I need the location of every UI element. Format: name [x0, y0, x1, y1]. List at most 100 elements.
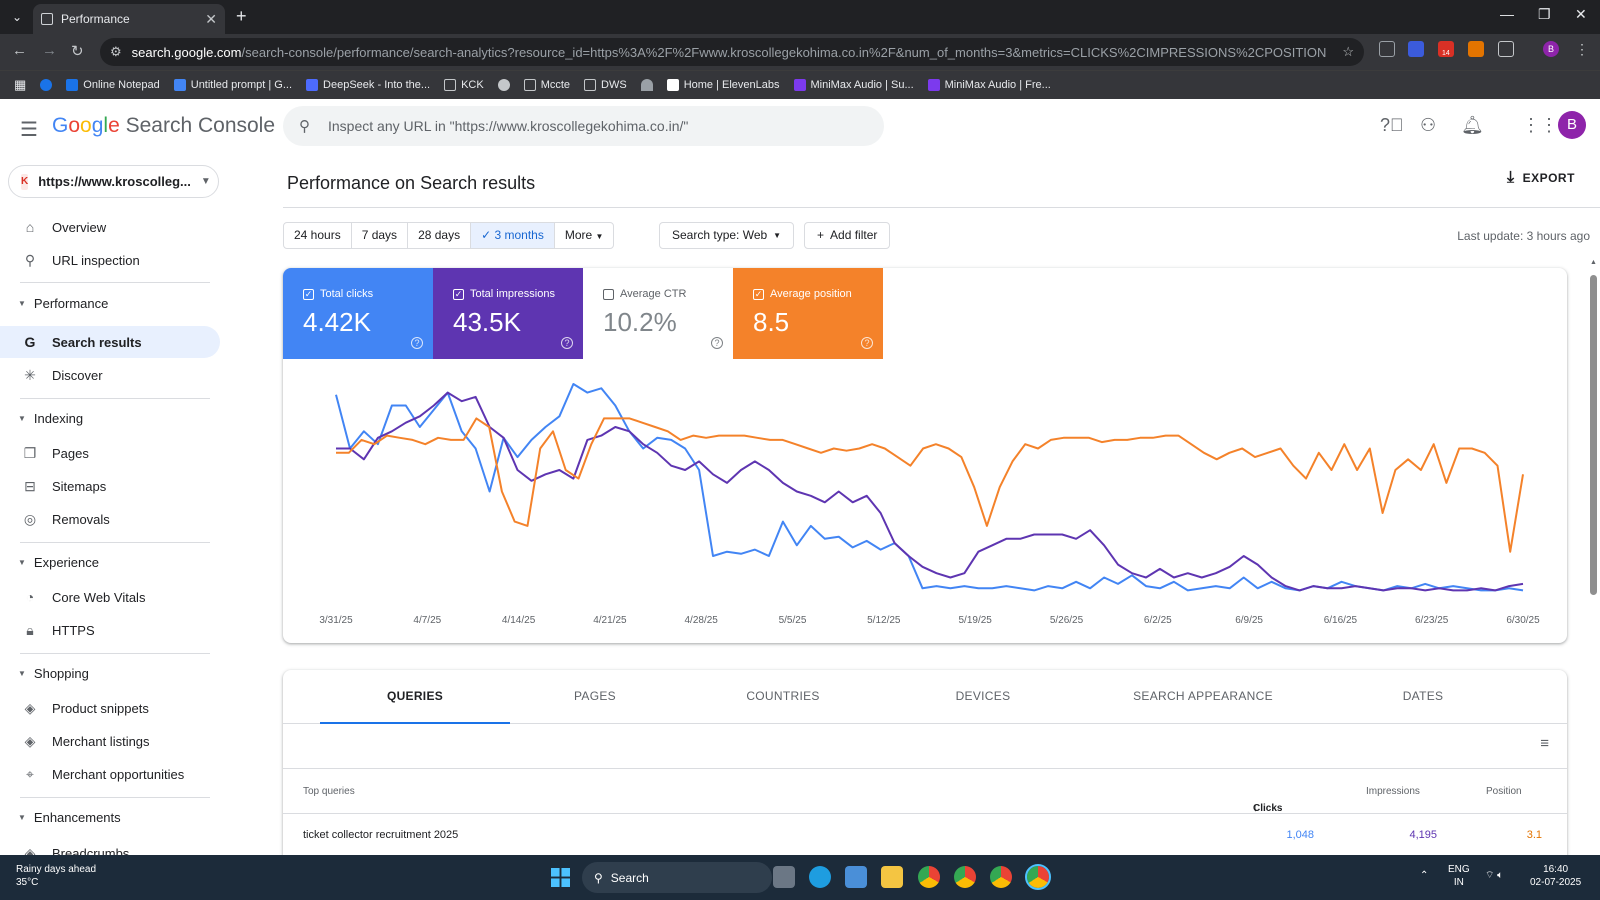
- sidebar-item-breadcrumbs[interactable]: ◈ Breadcrumbs: [0, 837, 220, 856]
- sidebar-item-product-snippets[interactable]: ◈ Product snippets: [0, 692, 220, 724]
- close-tab-icon[interactable]: ✕: [205, 10, 217, 27]
- chrome-icon-active[interactable]: [1025, 864, 1051, 890]
- apps-grid-icon[interactable]: ▦: [14, 77, 27, 92]
- address-bar[interactable]: ⚙ search.google.com/search-console/perfo…: [100, 38, 1364, 66]
- property-selector[interactable]: K https://www.kroscolleg... ▼: [8, 165, 219, 198]
- browser-tab[interactable]: Performance ✕: [33, 4, 225, 34]
- section-enhancements[interactable]: ▼ Enhancements: [18, 810, 121, 825]
- apps-grid-icon[interactable]: ⋮⋮: [1522, 115, 1558, 135]
- performance-line-chart[interactable]: 3/31/25 4/7/25 4/14/25 4/21/25 4/28/25 5/5/25…: [283, 359, 1567, 643]
- extension-icon[interactable]: [1468, 41, 1484, 57]
- taskbar-search[interactable]: ⚲ Search: [582, 862, 772, 893]
- help-icon[interactable]: ?⃝: [1380, 115, 1404, 135]
- extension-badge-icon[interactable]: 14: [1438, 41, 1454, 57]
- restore-icon[interactable]: ❐: [1538, 6, 1551, 22]
- bookmark-item[interactable]: MiniMax Audio | Fre...: [927, 79, 1051, 91]
- edge-icon[interactable]: [809, 866, 831, 888]
- weather-widget[interactable]: Rainy days ahead 35°C: [16, 864, 97, 888]
- sidebar-item-merchant-listings[interactable]: ◈ Merchant listings: [0, 725, 220, 757]
- sidebar-item-discover[interactable]: ✳ Discover: [0, 359, 220, 391]
- windows-start-icon[interactable]: [551, 868, 570, 887]
- filter-rows-icon[interactable]: ≡: [1540, 735, 1549, 752]
- help-icon[interactable]: ?: [561, 337, 573, 349]
- back-icon[interactable]: ←: [12, 42, 27, 59]
- range-28-days[interactable]: 28 days: [408, 223, 472, 248]
- tab-pages[interactable]: PAGES: [574, 689, 616, 703]
- account-avatar[interactable]: B: [1558, 111, 1586, 139]
- site-info-icon[interactable]: ⚙: [110, 44, 122, 59]
- menu-icon[interactable]: ☰: [20, 119, 38, 141]
- profile-avatar[interactable]: B: [1543, 41, 1559, 57]
- bookmark-item[interactable]: Untitled prompt | G...: [173, 79, 292, 91]
- sidebar-item-pages[interactable]: ❐ Pages: [23, 444, 89, 461]
- tab-search-appearance[interactable]: SEARCH APPEARANCE: [1133, 689, 1273, 703]
- col-position[interactable]: Position: [1486, 786, 1522, 797]
- sidebar-item-https[interactable]: 🔒︎ HTTPS: [0, 614, 220, 646]
- bookmark-item[interactable]: MiniMax Audio | Su...: [793, 79, 914, 91]
- more-vert-icon[interactable]: ⋮: [1575, 41, 1589, 57]
- export-button[interactable]: ⤓ EXPORT: [1507, 169, 1575, 186]
- extension-icon[interactable]: [1408, 41, 1424, 57]
- col-impressions[interactable]: Impressions: [1366, 786, 1420, 797]
- range-7-days[interactable]: 7 days: [352, 223, 409, 248]
- store-icon[interactable]: [845, 866, 867, 888]
- sidebar-item-core-web-vitals[interactable]: ◔ Core Web Vitals: [0, 581, 220, 613]
- sidebar-item-url-inspection[interactable]: ⚲ URL inspection: [0, 244, 220, 276]
- chrome-icon[interactable]: [918, 866, 940, 888]
- bookmark-star-icon[interactable]: ☆: [1342, 44, 1354, 59]
- url-inspect-search[interactable]: ⚲ Inspect any URL in "https://www.krosco…: [283, 106, 884, 146]
- help-icon[interactable]: ?: [861, 337, 873, 349]
- checkbox-checked-icon[interactable]: ✓: [453, 288, 464, 300]
- tab-queries[interactable]: QUERIES: [320, 670, 510, 724]
- tab-devices[interactable]: DEVICES: [955, 689, 1011, 703]
- metric-total-impressions[interactable]: ✓ Total impressions 43.5K ?: [433, 268, 583, 359]
- task-view-icon[interactable]: [773, 866, 795, 888]
- tab-countries[interactable]: COUNTRIES: [746, 689, 820, 703]
- reload-icon[interactable]: ↻: [71, 43, 84, 60]
- extension-icon[interactable]: [1379, 41, 1395, 57]
- help-icon[interactable]: ?: [411, 337, 423, 349]
- file-explorer-icon[interactable]: [881, 866, 903, 888]
- series-line-total-clicks[interactable]: [335, 383, 1524, 592]
- metric-average-ctr[interactable]: Average CTR 10.2% ?: [583, 268, 733, 359]
- scroll-up-arrow-icon[interactable]: ▲: [1590, 259, 1597, 266]
- tray-chevron-icon[interactable]: ⌃: [1420, 870, 1429, 881]
- section-performance[interactable]: ▼ Performance: [18, 296, 109, 311]
- sidebar-item-overview[interactable]: ⌂ Overview: [0, 211, 220, 243]
- manage-users-icon[interactable]: ⚇: [1420, 115, 1437, 135]
- close-window-icon[interactable]: ✕: [1575, 6, 1587, 22]
- bookmark-item[interactable]: Online Notepad: [66, 79, 160, 91]
- notifications-bell-icon[interactable]: 🔔︎: [1461, 115, 1484, 135]
- bookmark-folder[interactable]: KCK: [444, 79, 484, 91]
- tab-dates[interactable]: DATES: [1402, 689, 1444, 703]
- minimize-icon[interactable]: —: [1500, 6, 1514, 22]
- sidebar-item-sitemaps[interactable]: ⊟ Sitemaps: [0, 470, 220, 502]
- range-more-dropdown[interactable]: More ▼: [564, 228, 604, 242]
- chrome-icon[interactable]: [990, 866, 1012, 888]
- table-row[interactable]: ticket collector recruitment 2025 1,048 …: [283, 814, 1567, 854]
- range-24-hours[interactable]: 24 hours: [284, 223, 352, 248]
- sidebar-item-removals[interactable]: ◎ Removals: [23, 510, 110, 527]
- section-shopping[interactable]: ▼ Shopping: [18, 666, 89, 681]
- page-scrollbar[interactable]: ▲: [1589, 259, 1598, 855]
- clock[interactable]: 16:40 02-07-2025: [1530, 864, 1582, 888]
- bookmark-folder[interactable]: DWS: [584, 79, 627, 91]
- bookmark-item[interactable]: Home | ElevenLabs: [666, 79, 780, 91]
- bookmark-item[interactable]: DeepSeek - Into the...: [306, 79, 430, 91]
- bookmark-icon-only[interactable]: [497, 79, 510, 91]
- bookmark-icon-only[interactable]: [640, 79, 653, 91]
- bookmark-folder[interactable]: Mccte: [523, 79, 570, 91]
- metric-total-clicks[interactable]: ✓ Total clicks 4.42K ?: [283, 268, 433, 359]
- scrollbar-thumb[interactable]: [1590, 275, 1597, 595]
- checkbox-checked-icon[interactable]: ✓: [303, 288, 314, 300]
- add-filter-button[interactable]: + Add filter: [804, 222, 891, 249]
- section-experience[interactable]: ▼ Experience: [18, 555, 99, 570]
- section-indexing[interactable]: ▼ Indexing: [18, 411, 84, 426]
- search-type-filter[interactable]: Search type: Web ▼: [659, 222, 795, 249]
- bookmark-icon-only[interactable]: [40, 79, 53, 91]
- checkbox-checked-icon[interactable]: ✓: [753, 288, 764, 300]
- sidebar-item-search-results[interactable]: G Search results: [0, 326, 220, 358]
- language-indicator[interactable]: ENG IN: [1448, 864, 1470, 888]
- forward-icon[interactable]: →: [42, 42, 57, 59]
- checkbox-unchecked-icon[interactable]: [603, 288, 614, 300]
